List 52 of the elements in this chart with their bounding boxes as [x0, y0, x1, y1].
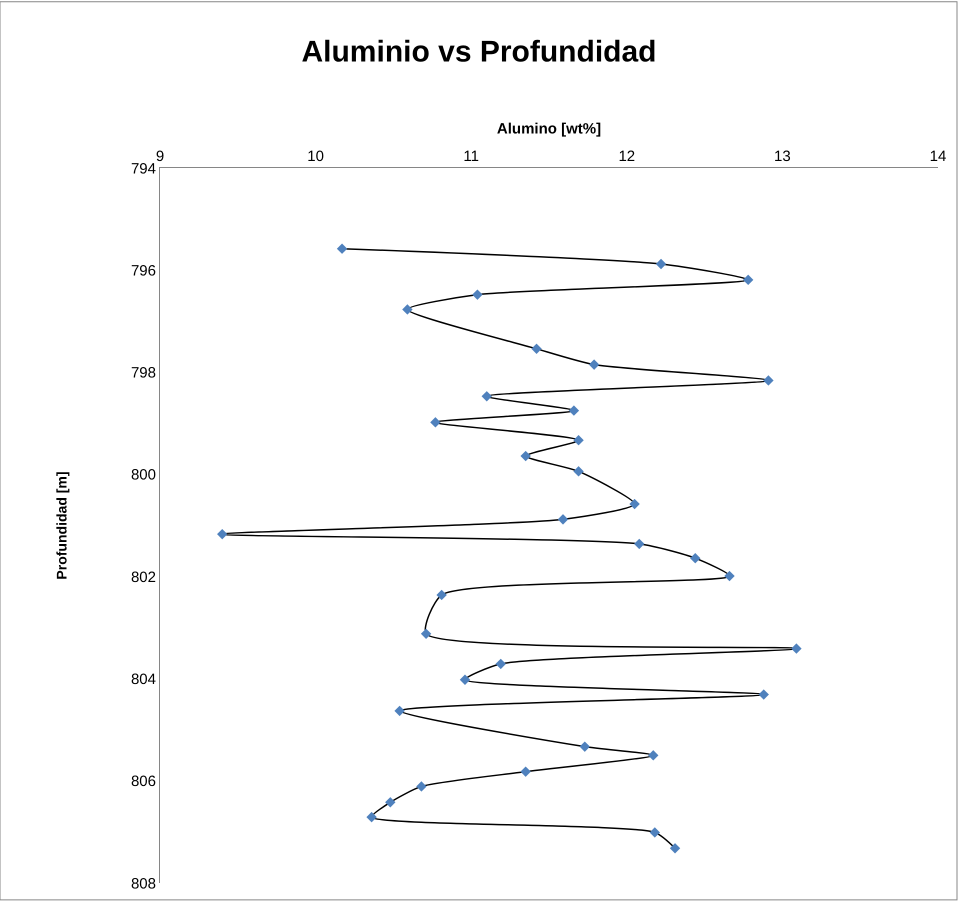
y-tick-label: 798: [130, 364, 156, 382]
point: [366, 812, 377, 822]
point: [460, 674, 470, 685]
point: [742, 274, 754, 286]
point: [558, 514, 568, 525]
point: [336, 243, 348, 254]
point: [650, 827, 660, 838]
point: [416, 781, 427, 792]
point: [430, 417, 441, 428]
point: [573, 466, 584, 477]
x-tick-label: 10: [307, 148, 324, 165]
point: [496, 658, 506, 670]
x-tick-label: 13: [774, 148, 791, 165]
x-tick-label: 11: [463, 148, 479, 165]
point: [436, 590, 447, 600]
y-axis-title: Profundidad [m]: [54, 471, 70, 580]
x-tick-label: 9: [156, 148, 164, 165]
y-tick-label: 804: [130, 670, 156, 688]
point: [690, 552, 700, 564]
point: [385, 797, 396, 808]
point: [472, 289, 483, 300]
point: [520, 450, 531, 462]
point: [588, 359, 600, 370]
y-tick-label: 808: [130, 875, 156, 892]
chart-title: Aluminio vs Profundidad: [301, 36, 657, 69]
point: [520, 766, 531, 777]
point: [394, 706, 405, 716]
point: [670, 843, 680, 854]
point: [629, 498, 640, 510]
point: [634, 538, 644, 550]
point: [420, 628, 432, 639]
point: [580, 741, 590, 752]
point: [217, 528, 228, 540]
y-tick-label: 802: [130, 568, 156, 586]
y-tick-label: 806: [130, 773, 156, 790]
point: [763, 375, 774, 386]
point: [724, 570, 735, 582]
point: [758, 689, 769, 700]
x-tick-label: 12: [618, 148, 636, 165]
point: [656, 258, 666, 270]
y-tick-label: 800: [130, 466, 156, 484]
y-tick-label: 794: [130, 160, 156, 178]
point: [573, 435, 584, 446]
point: [648, 750, 658, 761]
point: [791, 643, 802, 654]
x-tick-label: 14: [930, 148, 946, 165]
point: [482, 391, 492, 402]
y-tick-label: 796: [130, 262, 156, 280]
point: [568, 405, 580, 416]
x-axis-title: Alumino [wt%]: [496, 120, 602, 138]
point: [531, 344, 542, 354]
point: [402, 304, 413, 315]
